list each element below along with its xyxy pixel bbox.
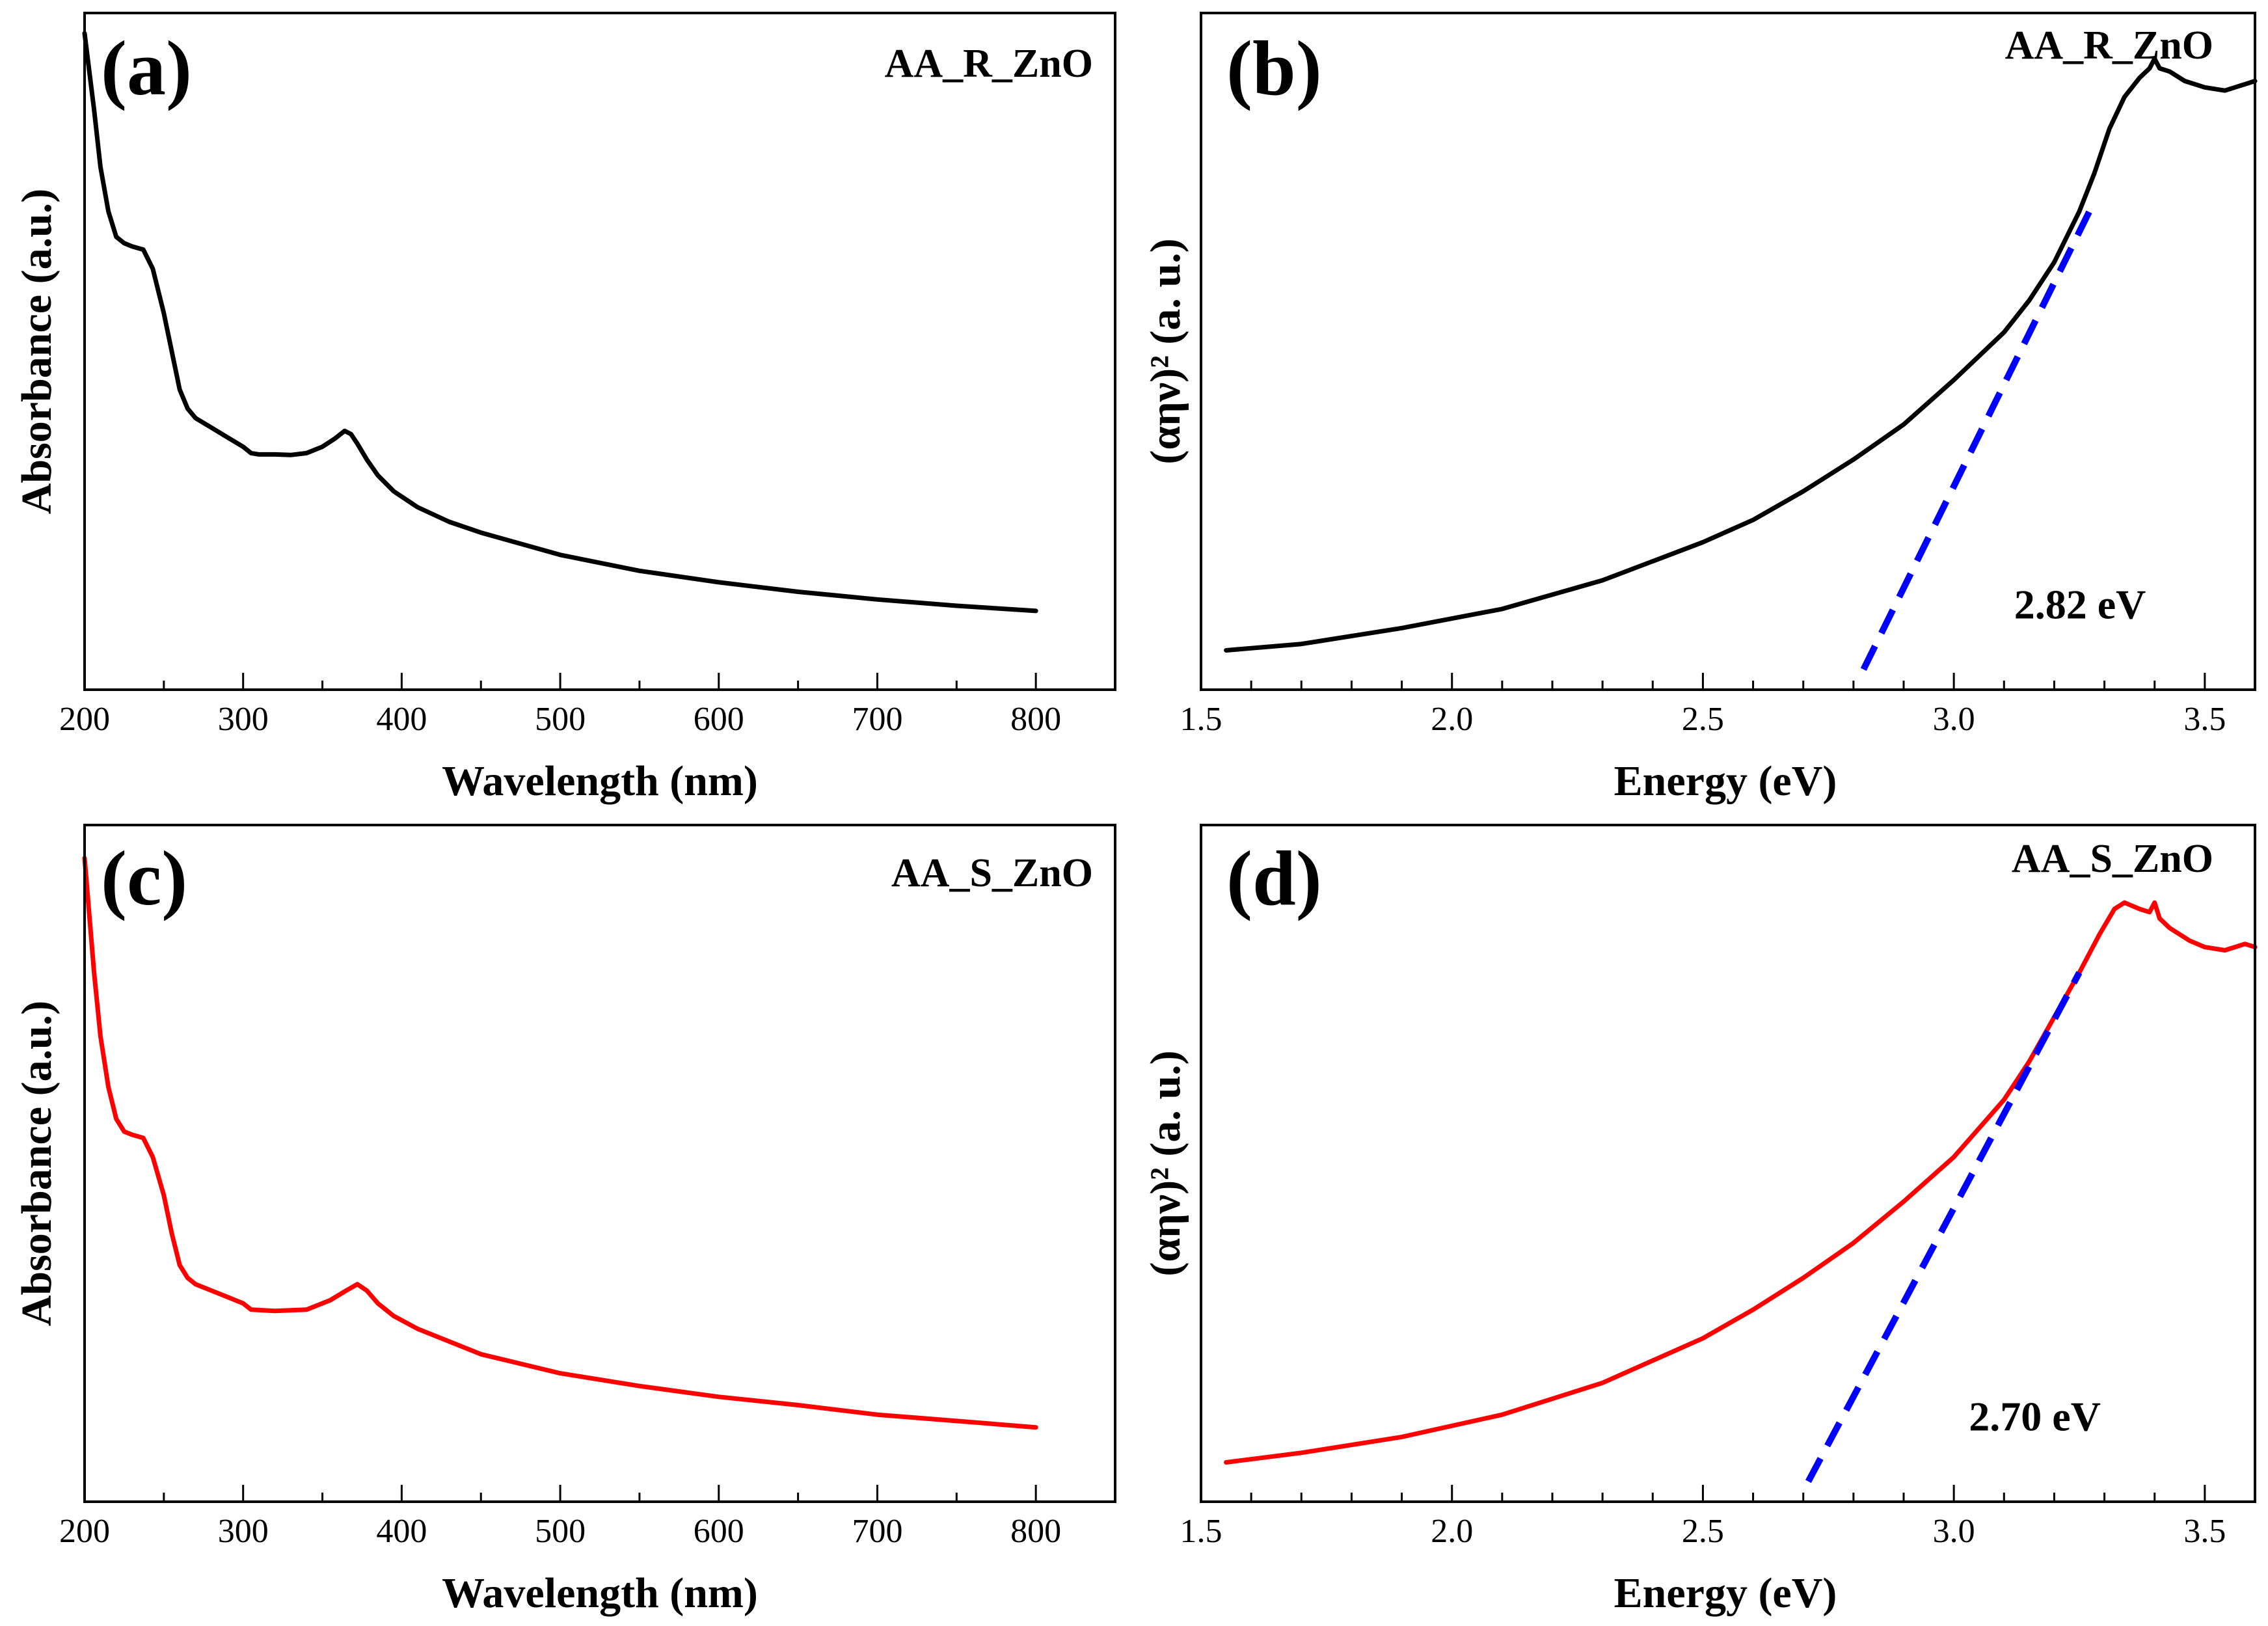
x-tick-label-a: 200 xyxy=(59,701,110,738)
x-axis-label-c: Wavelength (nm) xyxy=(442,1569,758,1617)
x-tick-label-c: 400 xyxy=(376,1513,427,1550)
x-tick-label-d: 3.5 xyxy=(2183,1513,2226,1550)
panel-d: 1.5 2.0 2.5 3.0 3.5 2.70 eV (d) AA_S_ZnO Ener… xyxy=(1142,824,2258,1617)
x-axis-label-a: Wavelength (nm) xyxy=(442,757,758,805)
axes-frame-b xyxy=(1200,12,2256,691)
x-tick-label-c: 200 xyxy=(59,1513,110,1550)
fit-line-d xyxy=(1805,971,2083,1484)
x-axis-label-b: Energy (eV) xyxy=(1614,757,1837,805)
sample-name-a: AA_R_ZnO xyxy=(885,42,1093,86)
band-gap-label-b: 2.82 eV xyxy=(2014,582,2146,628)
x-tick-label-a: 700 xyxy=(852,701,902,738)
series-line-b xyxy=(1224,56,2258,653)
x-tick-label-b: 1.5 xyxy=(1180,701,1222,738)
y-axis-label-b: (αην)² (a. u.) xyxy=(1142,238,1189,464)
plot-area-c: 200 300 400 500 600 700 800 xyxy=(59,856,1061,1550)
fit-line-b xyxy=(1860,210,2092,671)
x-tick-label-d: 1.5 xyxy=(1180,1513,1222,1550)
panel-b: 1.5 2.0 2.5 3.0 3.5 2.82 eV (b) AA_R_ZnO Ener… xyxy=(1142,12,2258,805)
panel-letter-a: (a) xyxy=(101,25,192,111)
x-tick-label-a: 600 xyxy=(694,701,744,738)
x-tick-label-c: 500 xyxy=(535,1513,586,1550)
series-line-c xyxy=(82,856,1038,1430)
plot-area-d: 1.5 2.0 2.5 3.0 3.5 2.70 eV xyxy=(1180,900,2258,1550)
axes-frame-d xyxy=(1200,824,2256,1503)
x-tick-label-b: 3.5 xyxy=(2183,701,2226,738)
x-tick-label-c: 800 xyxy=(1010,1513,1061,1550)
x-tick-label-a: 800 xyxy=(1010,701,1061,738)
plot-area-b: 1.5 2.0 2.5 3.0 3.5 2.82 eV xyxy=(1180,56,2258,738)
panel-letter-d: (d) xyxy=(1226,835,1322,921)
x-tick-label-d: 3.0 xyxy=(1933,1513,1975,1550)
sample-name-d: AA_S_ZnO xyxy=(2012,837,2213,881)
x-tick-label-c: 600 xyxy=(694,1513,744,1550)
x-tick-label-d: 2.5 xyxy=(1682,1513,1724,1550)
x-tick-label-b: 3.0 xyxy=(1933,701,1975,738)
panel-letter-b: (b) xyxy=(1226,25,1322,111)
y-axis-label-d: (αην)² (a. u.) xyxy=(1142,1050,1189,1276)
sample-name-b: AA_R_ZnO xyxy=(2005,23,2213,68)
x-tick-label-a: 500 xyxy=(535,701,586,738)
panel-a: 200 300 400 500 600 700 800 (a) AA_R_ZnO Wavel… xyxy=(13,12,1116,805)
sample-name-c: AA_S_ZnO xyxy=(891,851,1093,895)
y-axis-label-c: Absorbance (a.u.) xyxy=(13,1001,61,1327)
band-gap-label-d: 2.70 eV xyxy=(1969,1394,2101,1440)
x-tick-label-b: 2.5 xyxy=(1682,701,1724,738)
x-axis-label-d: Energy (eV) xyxy=(1614,1569,1837,1617)
plot-area-a: 200 300 400 500 600 700 800 xyxy=(59,31,1061,738)
axes-frame-c xyxy=(83,824,1116,1503)
panel-letter-c: (c) xyxy=(101,835,187,921)
axes-frame-a xyxy=(83,12,1116,691)
series-line-d xyxy=(1224,900,2258,1465)
x-tick-label-a: 300 xyxy=(218,701,269,738)
x-tick-label-c: 300 xyxy=(218,1513,269,1550)
panel-c: 200 300 400 500 600 700 800 (c) AA_S_ZnO Wavel… xyxy=(13,824,1116,1617)
series-line-a xyxy=(82,31,1038,614)
x-tick-label-a: 400 xyxy=(376,701,427,738)
y-axis-label-a: Absorbance (a.u.) xyxy=(13,189,61,515)
x-tick-label-b: 2.0 xyxy=(1431,701,1473,738)
x-tick-label-c: 700 xyxy=(852,1513,902,1550)
x-tick-label-d: 2.0 xyxy=(1431,1513,1473,1550)
